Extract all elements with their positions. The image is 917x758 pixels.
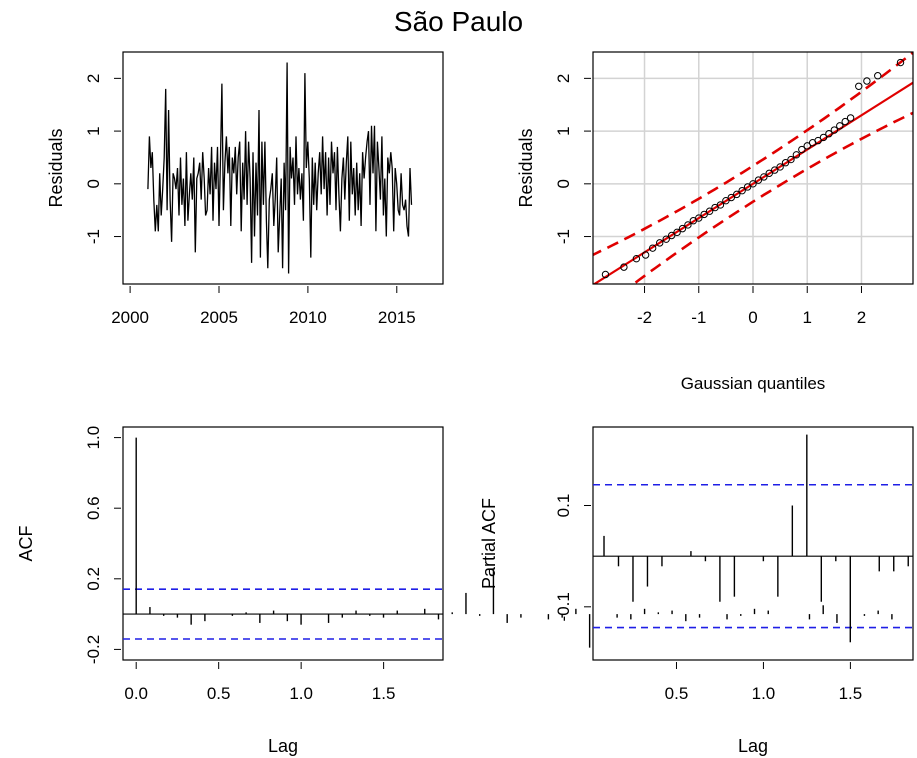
qq-ytick-label: 2 <box>554 74 573 83</box>
qq-point <box>684 221 692 229</box>
qq-point <box>678 224 687 233</box>
qq-xlabel: Gaussian quantiles <box>681 374 826 393</box>
figure-title: São Paulo <box>393 6 524 37</box>
acf-xtick-label: 1.0 <box>289 684 313 703</box>
acf-xtick-label: 0.5 <box>207 684 231 703</box>
qq-point <box>667 231 676 240</box>
qq-point <box>863 77 871 85</box>
qq-point <box>662 235 670 243</box>
qq-point <box>716 201 725 209</box>
ts-xtick-label: 2005 <box>200 308 238 327</box>
ts-xtick-label: 2015 <box>378 308 416 327</box>
pacf-xlabel: Lag <box>738 736 768 756</box>
qq-point <box>781 159 790 167</box>
qq-ytick-label: 1 <box>554 126 573 135</box>
qq-point <box>855 82 863 90</box>
acf-ylabel: ACF <box>16 525 36 561</box>
qq-point <box>641 251 650 259</box>
pacf-ytick-label: -0.1 <box>554 592 573 621</box>
pacf-ylabel: Partial ACF <box>479 498 499 589</box>
qq-point <box>896 58 905 67</box>
qq-point <box>846 114 855 122</box>
qq-point <box>792 151 801 159</box>
qq-lower-envelope <box>631 111 913 284</box>
qq-point <box>632 254 641 263</box>
ts-ytick-label: 1 <box>84 126 103 135</box>
qq-point <box>841 117 849 126</box>
qq-point <box>776 163 784 171</box>
ts-plot-frame <box>122 51 444 285</box>
qq-point <box>620 263 628 271</box>
pacf-xtick-label: 1.0 <box>752 684 776 703</box>
acf-ytick-label: 0.6 <box>84 496 103 520</box>
qq-point <box>722 196 730 205</box>
qq-point <box>754 176 763 184</box>
residual-series-line <box>147 62 413 274</box>
qq-point <box>770 166 779 174</box>
qq-ylabel: Residuals <box>516 128 536 207</box>
qq-point <box>836 122 844 130</box>
qq-point <box>656 239 664 247</box>
acf-ytick-label: -0.2 <box>84 635 103 664</box>
qq-point <box>727 193 736 202</box>
qq-point <box>648 244 657 252</box>
qq-xtick-label: 1 <box>803 308 812 327</box>
qq-point <box>830 126 839 134</box>
qq-point <box>765 169 773 177</box>
qq-point <box>601 270 610 279</box>
qq-point <box>733 190 741 199</box>
qq-point <box>760 173 768 181</box>
pacf-plot-frame <box>592 426 914 661</box>
acf-xlabel: Lag <box>268 736 298 756</box>
qq-xtick-label: -2 <box>637 308 652 327</box>
qq-reference-line <box>593 81 913 284</box>
qq-ytick-label: 0 <box>554 179 573 188</box>
qq-xtick-label: 0 <box>748 308 757 327</box>
qq-point <box>673 228 681 237</box>
pacf-xtick-label: 0.5 <box>665 684 689 703</box>
qq-point <box>787 155 795 164</box>
qq-point <box>825 130 833 138</box>
qq-xtick-label: 2 <box>857 308 866 327</box>
pacf-ytick-label: 0.1 <box>554 494 573 518</box>
qq-plot-frame <box>592 51 914 285</box>
acf-ytick-label: 1.0 <box>84 426 103 450</box>
ts-ytick-label: 2 <box>84 74 103 83</box>
acf-xtick-label: 0.0 <box>124 684 148 703</box>
acf-plot-frame <box>122 426 444 661</box>
qq-point <box>819 133 828 142</box>
qq-xtick-label: -1 <box>691 308 706 327</box>
qq-upper-envelope <box>593 52 913 257</box>
qq-point <box>700 210 708 219</box>
qq-point <box>798 145 806 154</box>
qq-point <box>803 142 811 150</box>
ts-ytick-label: 0 <box>84 179 103 188</box>
pacf-xtick-label: 1.5 <box>839 684 863 703</box>
qq-point <box>738 186 746 195</box>
qq-point <box>695 214 703 222</box>
qq-point <box>814 136 822 145</box>
qq-point <box>874 72 882 80</box>
qq-ytick-label: -1 <box>554 229 573 244</box>
qq-point <box>705 207 714 215</box>
ts-xtick-label: 2000 <box>111 308 149 327</box>
acf-ytick-label: 0.2 <box>84 567 103 591</box>
ts-ylabel: Residuals <box>46 128 66 207</box>
qq-point <box>749 180 757 188</box>
qq-point <box>743 183 752 191</box>
qq-plot-area <box>593 52 913 284</box>
acf-xtick-label: 1.5 <box>372 684 396 703</box>
ts-xtick-label: 2010 <box>289 308 327 327</box>
ts-ytick-label: -1 <box>84 229 103 244</box>
